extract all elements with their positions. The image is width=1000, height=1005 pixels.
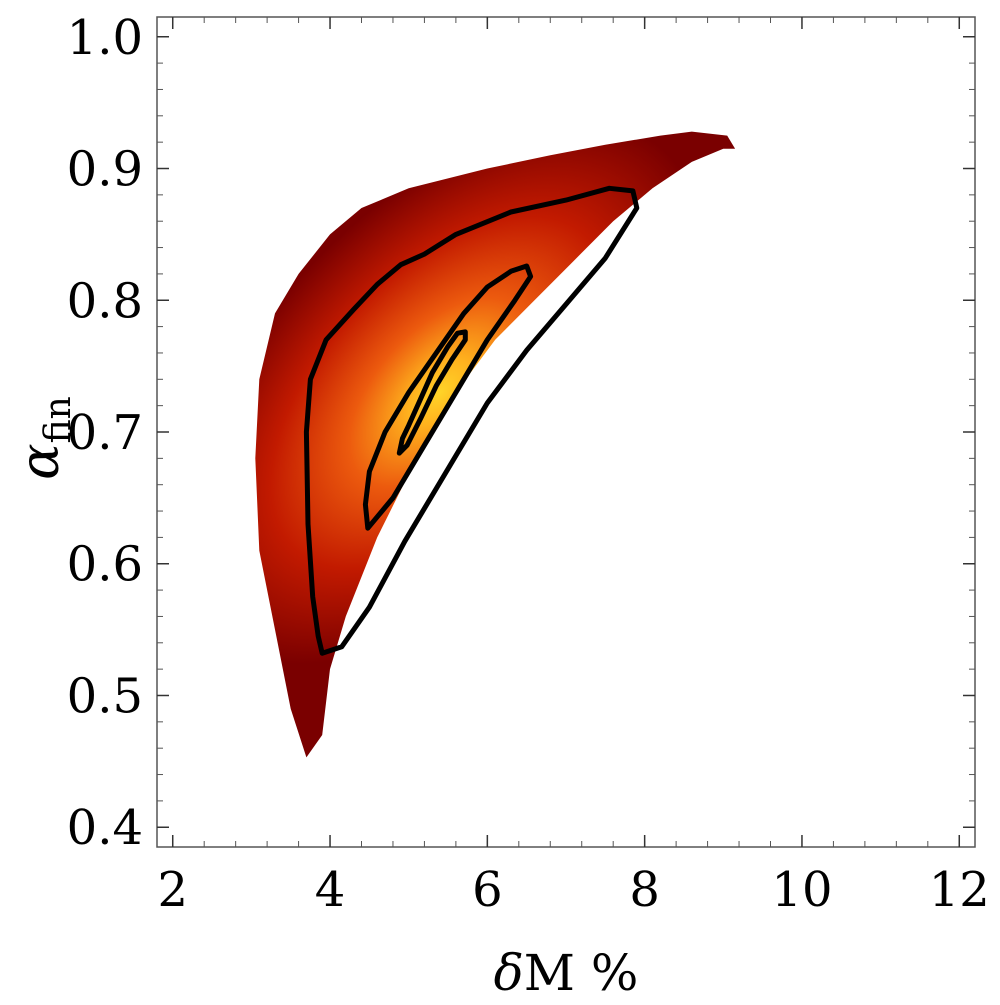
y-tick-label: 0.4	[67, 800, 143, 856]
y-tick-label: 0.6	[67, 537, 143, 593]
x-tick-label: 4	[315, 862, 346, 918]
y-axis-title-subscript: fin	[38, 396, 79, 443]
y-tick-label: 1.0	[67, 10, 143, 66]
x-tick-label: 8	[629, 862, 660, 918]
x-axis-title: δM %	[494, 944, 639, 1002]
axis-labels: δM % αfin	[8, 396, 638, 1002]
y-tick-label: 0.9	[67, 142, 143, 198]
x-tick-label: 6	[472, 862, 503, 918]
x-tick-label: 12	[929, 862, 990, 918]
x-tick-label: 10	[771, 862, 832, 918]
x-tick-label: 2	[157, 862, 188, 918]
contour-line-outer	[303, 185, 640, 656]
contour-line-inner	[396, 329, 468, 456]
axes: 2 4 6 8 10 12 0.4 0.5 0.6 0.7 0.8 0.9 1.0	[67, 10, 990, 918]
density-region-outer-support	[255, 131, 736, 758]
y-tick-label: 0.7	[67, 405, 143, 461]
y-tick-label: 0.5	[67, 668, 143, 724]
y-axis-title: αfin	[8, 396, 79, 480]
x-axis-title-main: M %	[524, 944, 639, 1002]
x-axis-title-prefix: δ	[494, 944, 524, 1002]
y-axis-title-main: α	[8, 443, 71, 479]
plot-area	[255, 131, 736, 758]
y-tick-label: 0.8	[67, 273, 143, 329]
contour-line-middle	[362, 263, 534, 531]
